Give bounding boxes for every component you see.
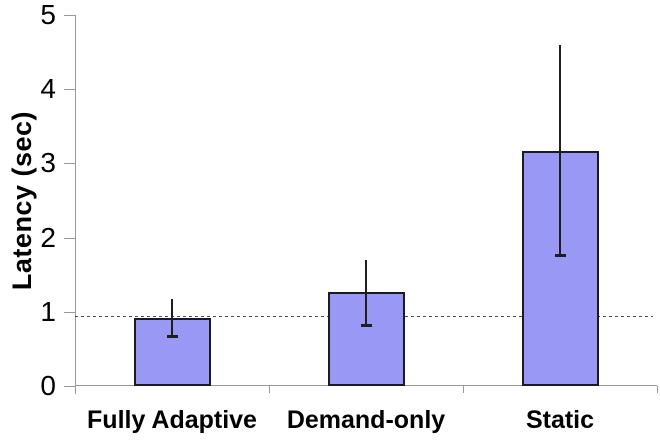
- error-bar-static: [559, 45, 561, 255]
- y-tick-4: [64, 89, 75, 90]
- y-tick-label-2: 2: [40, 222, 56, 253]
- error-bar-cap-fully-adaptive: [167, 335, 178, 338]
- error-bar-cap-demand-only: [361, 324, 372, 327]
- y-axis-title: Latency (sec): [6, 110, 37, 291]
- error-bar-cap-static: [555, 254, 566, 257]
- y-tick-label-3: 3: [40, 147, 56, 178]
- y-tick-3: [64, 163, 75, 164]
- y-tick-label-5: 5: [40, 0, 56, 30]
- x-boundary-tick-1: [269, 386, 270, 393]
- y-axis-line: [75, 15, 76, 394]
- x-boundary-tick-2: [463, 386, 464, 393]
- y-tick-5: [64, 15, 75, 16]
- y-tick-label-1: 1: [40, 296, 56, 327]
- y-axis-title-area: Latency (sec): [0, 15, 44, 386]
- y-tick-label-0: 0: [40, 370, 56, 401]
- error-bar-fully-adaptive: [171, 299, 173, 336]
- x-tick-label-demand-only: Demand-only: [286, 406, 446, 434]
- error-bar-demand-only: [365, 260, 367, 325]
- y-tick-label-4: 4: [40, 73, 56, 104]
- x-tick-label-fully-adaptive: Fully Adaptive: [87, 406, 257, 434]
- x-boundary-tick-3: [657, 386, 658, 393]
- x-tick-label-static: Static: [525, 406, 595, 434]
- y-tick-0: [64, 386, 75, 387]
- y-tick-1: [64, 312, 75, 313]
- y-tick-2: [64, 238, 75, 239]
